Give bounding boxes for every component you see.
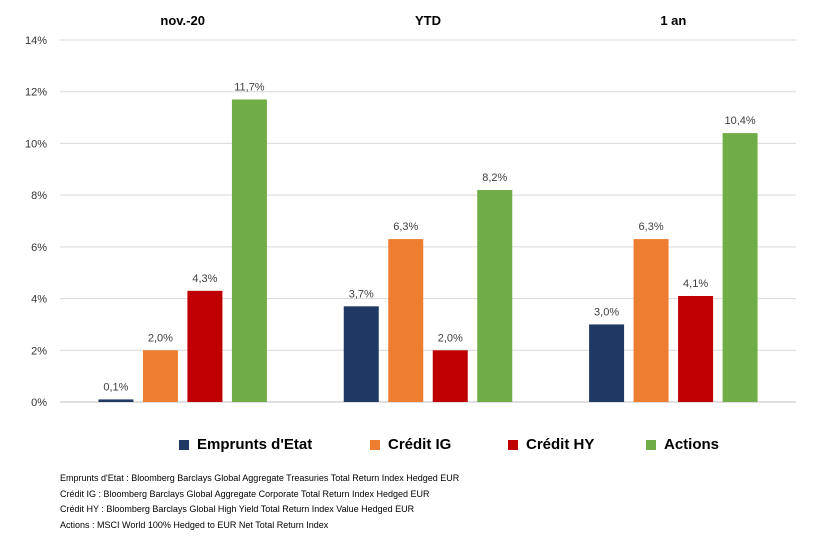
y-tick-label: 6% — [31, 242, 47, 254]
legend: Emprunts d'Etat Crédit IG Crédit HY Acti… — [0, 436, 838, 460]
legend-label-emprunts: Emprunts d'Etat — [197, 436, 313, 453]
data-labels: 0,1% 2,0% 4,3% 11,7% 3,7% 6,3% 2,0% 8,2% 3,0% 6,3… — [103, 81, 756, 393]
legend-item-emprunts: Emprunts d'Etat — [179, 436, 312, 453]
bar — [98, 399, 134, 402]
data-label: 2,0% — [148, 332, 173, 344]
bar — [432, 350, 468, 402]
bar — [678, 295, 714, 402]
bar — [722, 133, 758, 403]
data-label: 10,4% — [724, 115, 755, 127]
y-tick-label: 4% — [31, 294, 47, 306]
data-label: 4,1% — [683, 278, 708, 290]
bars — [98, 99, 758, 403]
y-tick-label: 12% — [25, 87, 47, 99]
legend-item-credit-hy: Crédit HY — [508, 436, 594, 453]
data-label: 4,3% — [192, 273, 217, 285]
bar — [589, 324, 625, 402]
legend-swatch-actions — [646, 439, 656, 450]
note-credit-ig: Crédit IG : Bloomberg Barclays Global Ag… — [60, 488, 430, 499]
legend-swatch-emprunts — [179, 439, 189, 450]
data-label: 11,7% — [234, 81, 265, 93]
bar — [343, 306, 379, 402]
bar — [231, 99, 267, 402]
data-label: 6,3% — [639, 221, 664, 233]
legend-item-actions: Actions — [646, 436, 719, 453]
data-label: 3,7% — [349, 288, 374, 300]
data-label: 0,1% — [103, 381, 128, 393]
legend-item-credit-ig: Crédit IG — [370, 436, 451, 453]
bar — [187, 290, 223, 402]
source-notes: Emprunts d'Etat : Bloomberg Barclays Glo… — [60, 471, 459, 533]
bar — [388, 239, 424, 402]
legend-swatch-credit-hy — [508, 439, 518, 450]
y-tick-label: 2% — [31, 345, 47, 357]
legend-label-credit-ig: Crédit IG — [388, 436, 452, 453]
note-emprunts: Emprunts d'Etat : Bloomberg Barclays Glo… — [60, 473, 460, 483]
y-tick-label: 14% — [25, 35, 47, 47]
y-tick-label: 0% — [31, 397, 47, 409]
y-tick-label: 10% — [25, 138, 47, 150]
category-titles: nov.-20 YTD 1 an — [160, 13, 686, 28]
gridlines — [60, 39, 796, 403]
note-credit-hy: Crédit HY : Bloomberg Barclays Global Hi… — [60, 504, 415, 514]
data-label: 3,0% — [594, 306, 619, 318]
bar — [477, 189, 513, 402]
data-label: 2,0% — [438, 332, 463, 344]
legend-label-actions: Actions — [664, 436, 720, 453]
category-title: YTD — [415, 13, 441, 28]
data-label: 6,3% — [393, 221, 418, 233]
y-axis: 0% 2% 4% 6% 8% 10% 12% 14% — [25, 35, 47, 409]
data-label: 8,2% — [482, 172, 507, 184]
y-tick-label: 8% — [31, 190, 47, 202]
bar — [633, 239, 669, 402]
category-title: nov.-20 — [160, 13, 205, 28]
note-actions: Actions : MSCI World 100% Hedged to EUR … — [60, 519, 329, 530]
bar-chart: 0% 2% 4% 6% 8% 10% 12% 14% nov.-20 YTD 1 an 0,1% 2… — [25, 13, 796, 409]
legend-swatch-credit-ig — [370, 439, 380, 450]
legend-label-credit-hy: Crédit HY — [526, 436, 595, 453]
category-title: 1 an — [660, 13, 686, 28]
bar — [142, 350, 178, 402]
